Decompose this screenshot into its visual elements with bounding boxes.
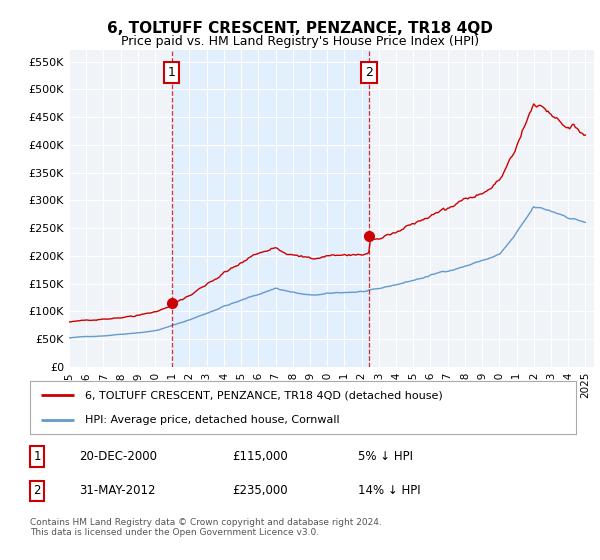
Text: 31-MAY-2012: 31-MAY-2012: [79, 484, 155, 497]
Text: 14% ↓ HPI: 14% ↓ HPI: [358, 484, 420, 497]
Bar: [172, 50, 369, 367]
Text: 5% ↓ HPI: 5% ↓ HPI: [358, 450, 413, 463]
Text: Price paid vs. HM Land Registry's House Price Index (HPI): Price paid vs. HM Land Registry's House …: [121, 35, 479, 48]
Text: 1: 1: [34, 450, 41, 463]
Text: 6, TOLTUFF CRESCENT, PENZANCE, TR18 4QD: 6, TOLTUFF CRESCENT, PENZANCE, TR18 4QD: [107, 21, 493, 36]
Text: 2: 2: [365, 66, 373, 79]
Text: £235,000: £235,000: [232, 484, 287, 497]
Text: £115,000: £115,000: [232, 450, 288, 463]
Text: 6, TOLTUFF CRESCENT, PENZANCE, TR18 4QD (detached house): 6, TOLTUFF CRESCENT, PENZANCE, TR18 4QD …: [85, 390, 442, 400]
Text: 2: 2: [34, 484, 41, 497]
Text: Contains HM Land Registry data © Crown copyright and database right 2024.
This d: Contains HM Land Registry data © Crown c…: [30, 518, 382, 538]
Text: HPI: Average price, detached house, Cornwall: HPI: Average price, detached house, Corn…: [85, 414, 339, 424]
Text: 1: 1: [168, 66, 176, 79]
Text: 20-DEC-2000: 20-DEC-2000: [79, 450, 157, 463]
